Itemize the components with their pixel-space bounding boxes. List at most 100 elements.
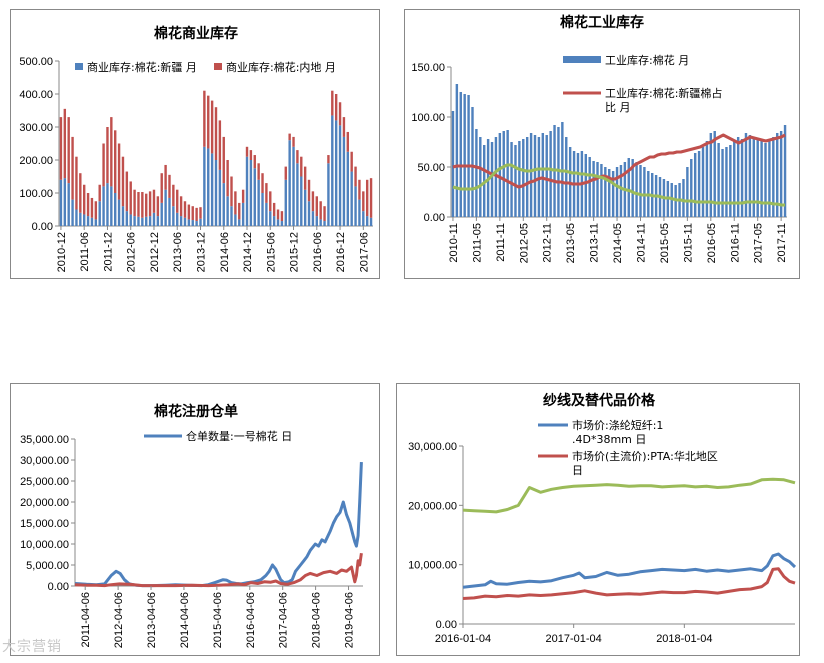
chart2-bar-industrial	[604, 167, 607, 217]
chart1-bar-inland	[296, 150, 299, 164]
chart1-bar-inland	[79, 173, 82, 213]
chart1-x-tick-label: 2010-12	[56, 232, 68, 272]
chart1-bar-inland	[90, 197, 94, 218]
chart2-bar-industrial	[565, 137, 568, 217]
chart1-x-tick-label: 2016-06	[312, 232, 324, 272]
chart1-bar-xinjiang	[230, 206, 233, 226]
chart1-bar-xinjiang	[176, 212, 179, 226]
chart1-bar-inland	[354, 166, 357, 187]
chart3-x-tick-label: 2013-04-06	[146, 592, 158, 648]
chart1-bar-xinjiang	[152, 212, 156, 226]
chart2-bar-industrial	[615, 167, 619, 217]
chart1-bar-inland	[284, 166, 287, 180]
chart1-bar-inland	[303, 166, 307, 190]
chart1-bar-xinjiang	[269, 211, 272, 226]
chart1-y-tick-label: 200.00	[19, 155, 53, 167]
chart2-bar-industrial	[697, 151, 701, 217]
chart2-x-tick-label: 2013-05	[565, 223, 577, 263]
chart-commercial-inventory: 棉花商业库存 0.00 100.00 200.00 300.00 400.00 500.00…	[10, 9, 380, 279]
chart1-legend-swatch	[214, 63, 222, 70]
chart4-x-tick-label: 2018-01-04	[656, 633, 712, 645]
chart2-x-tick-label: 2017-05	[753, 223, 765, 263]
chart2-bar-industrial	[510, 142, 513, 217]
chart2-y-tick-label: 50.00	[417, 162, 445, 174]
chart3-y-tick-label: 30,000.00	[20, 455, 69, 467]
chart1-x-tick-label: 2017-06	[358, 232, 370, 272]
chart1-bar-xinjiang	[210, 153, 214, 226]
chart2-x-tick-label: 2014-05	[612, 223, 624, 263]
chart1-x-tick-label: 2011-12	[102, 232, 114, 272]
chart2-bar-industrial	[545, 135, 548, 217]
chart2-bar-industrial	[776, 133, 779, 217]
chart2-bar-industrial	[471, 107, 474, 217]
chart2-x-tick-label: 2012-11	[542, 223, 554, 263]
chart1-bar-xinjiang	[102, 186, 105, 226]
chart1-bar-inland	[307, 179, 311, 202]
chart1-bar-xinjiang	[346, 151, 350, 226]
chart1-bar-inland	[207, 95, 210, 149]
chart1-y-tick-label: 500.00	[19, 56, 53, 68]
chart1-bar-xinjiang	[117, 199, 121, 226]
chart1-y-tick-label: 0.00	[32, 221, 53, 233]
chart1-bar-inland	[327, 155, 330, 164]
chart2-bar-industrial	[740, 139, 744, 217]
chart3-y-tick-label: 20,000.00	[20, 497, 69, 509]
chart1-bar-xinjiang	[222, 183, 225, 226]
chart1-bar-xinjiang	[141, 217, 144, 226]
chart2-bar-industrial	[729, 145, 732, 217]
chart1-title: 棉花商业库存	[154, 25, 238, 42]
chart1-bar-xinjiang	[160, 202, 163, 226]
chart1-legend-swatch	[75, 63, 83, 70]
chart1-bar-inland	[199, 207, 202, 219]
chart1-bar-xinjiang	[296, 163, 299, 226]
chart1-x-tick-label: 2013-12	[195, 232, 207, 272]
chart3-y-tick-label: 25,000.00	[20, 476, 69, 488]
chart1-bar-xinjiang	[137, 216, 140, 226]
chart1-bar-inland	[311, 191, 315, 212]
chart2-bar-industrial	[541, 133, 545, 217]
chart2-y-tick-label: 150.00	[411, 62, 445, 74]
chart1-bar-xinjiang	[253, 168, 256, 226]
chart2-bar-industrial	[772, 137, 775, 217]
chart2-bar-industrial	[479, 137, 482, 217]
chart1-bar-xinjiang	[241, 202, 245, 226]
chart3-y-tick-label: 10,000.00	[20, 539, 69, 551]
chart1-bar-xinjiang	[63, 178, 67, 226]
chart1-bar-inland	[121, 156, 125, 207]
chart1-bar-inland	[98, 184, 101, 202]
chart2-bar-industrial	[584, 154, 588, 217]
chart1-bar-inland	[218, 120, 222, 170]
chart1-bar-inland	[195, 207, 198, 222]
chart1-bar-xinjiang	[121, 206, 125, 226]
chart3-x-tick-label: 2012-04-06	[113, 592, 125, 648]
chart1-bar-inland	[249, 150, 253, 160]
chart1-bar-inland	[179, 196, 183, 217]
chart1-bar-inland	[365, 179, 369, 217]
chart1-bar-xinjiang	[168, 197, 171, 226]
chart2-bar-industrial	[725, 147, 728, 217]
chart2-x-tick-label: 2015-05	[659, 223, 671, 263]
chart1-bar-inland	[334, 94, 338, 121]
chart1-bar-inland	[269, 191, 272, 212]
chart1-bar-inland	[280, 211, 284, 222]
chart1-bar-xinjiang	[334, 120, 338, 226]
chart1-legend-label: 商业库存:棉花:新疆 月	[87, 60, 197, 74]
chart2-bar-industrial	[592, 161, 595, 217]
chart1-bar-inland	[176, 189, 179, 213]
chart2-bar-industrial	[525, 137, 529, 217]
chart2-bar-industrial	[502, 131, 505, 217]
chart1-bar-inland	[82, 184, 86, 215]
chart2-bar-industrial	[557, 127, 560, 217]
chart2-bar-industrial	[619, 165, 623, 217]
chart1-y-tick-label: 300.00	[19, 122, 53, 134]
chart1-bar-xinjiang	[307, 201, 311, 226]
chart2-line-xinjiang-share	[452, 133, 786, 189]
chart1-bar-inland	[172, 184, 175, 207]
chart3-y-tick-label: 35,000.00	[20, 434, 69, 446]
chart3-line-receipts	[74, 462, 363, 588]
chart1-bar-xinjiang	[94, 219, 98, 226]
chart1-bar-inland	[238, 202, 241, 220]
chart1-bar-inland	[315, 196, 318, 217]
chart1-bar-inland	[288, 133, 291, 141]
chart1-bar-xinjiang	[358, 199, 361, 226]
